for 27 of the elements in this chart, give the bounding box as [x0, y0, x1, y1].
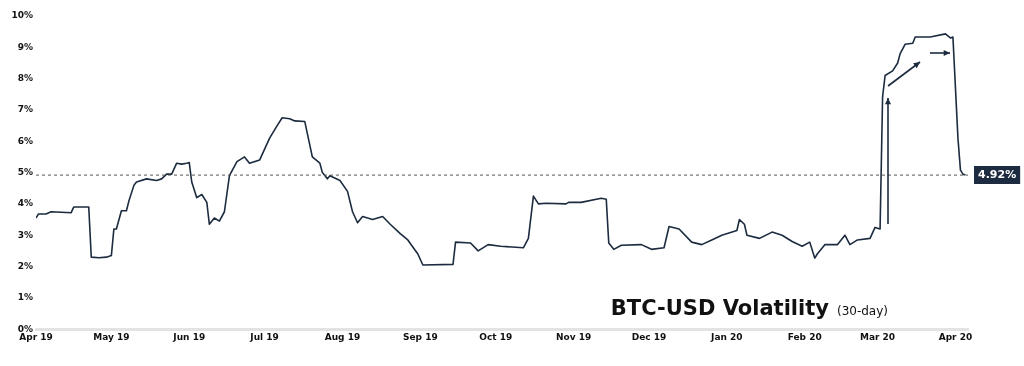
text: (30-day)	[836, 304, 889, 319]
y-tick-label: 0%	[17, 323, 33, 334]
y-tick-label: 6%	[17, 135, 33, 146]
x-tick-label: May 19	[93, 331, 130, 342]
x-tick-label: Feb 20	[787, 331, 822, 342]
y-tick-label: 3%	[17, 229, 33, 240]
x-tick-label: Dec 19	[631, 331, 667, 342]
x-tick-label: Apr 19	[19, 331, 53, 342]
y-tick-label: 5%	[17, 166, 33, 177]
y-tick-label: 10%	[11, 10, 33, 21]
text: BTC-USD Volatility	[610, 296, 830, 321]
y-tick-label: 2%	[17, 260, 33, 271]
x-tick-label: Mar 20	[859, 331, 896, 342]
y-tick-label: 9%	[17, 41, 33, 52]
y-tick-label: 7%	[17, 104, 33, 115]
x-tick-label: Jun 19	[172, 331, 206, 342]
x-tick-label: Jul 19	[249, 331, 279, 342]
ref-line-label: 4.92%	[978, 167, 1017, 181]
x-tick-label: Sep 19	[403, 331, 438, 342]
x-tick-label: Oct 19	[479, 331, 513, 342]
y-tick-label: 4%	[17, 198, 33, 209]
x-tick-label: Apr 20	[938, 331, 973, 342]
y-tick-label: 8%	[17, 72, 33, 83]
x-tick-label: Jan 20	[710, 331, 743, 342]
x-tick-label: Aug 19	[324, 331, 361, 342]
y-tick-label: 1%	[17, 292, 33, 303]
x-tick-label: Nov 19	[555, 331, 592, 342]
